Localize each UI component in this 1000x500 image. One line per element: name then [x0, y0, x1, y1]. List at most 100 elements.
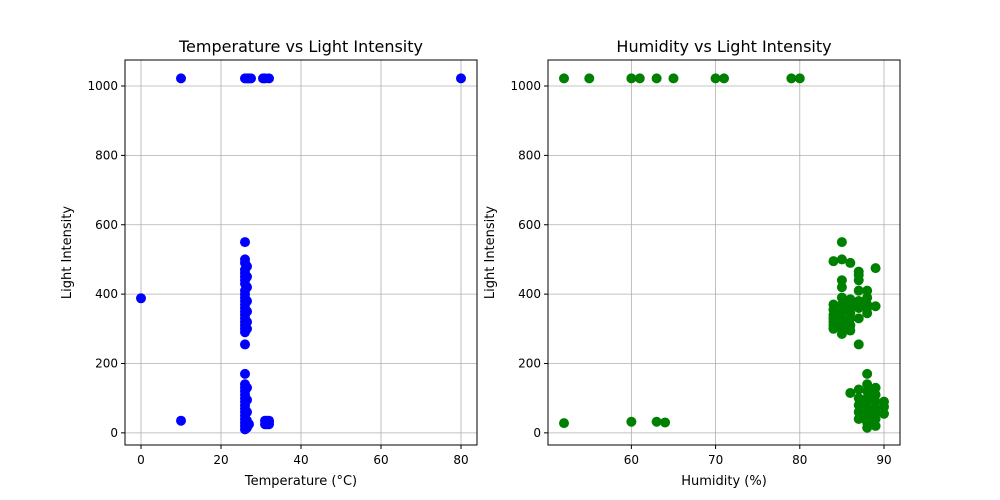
scatter-point [242, 407, 252, 418]
scatter-point [242, 261, 252, 272]
x-tick-label: 60 [373, 453, 388, 467]
plot-frame [547, 59, 901, 446]
scatter-point [853, 296, 864, 307]
scatter-point [264, 73, 274, 84]
scatter-point [853, 285, 864, 296]
scatter-point [456, 73, 466, 84]
scatter-point [870, 301, 881, 312]
y-tick-label: 1000 [510, 79, 541, 93]
scatter-point [651, 416, 662, 427]
x-tick-label: 70 [708, 453, 723, 467]
scatter-point [242, 382, 252, 393]
scatter-point [626, 73, 637, 84]
scatter-point [836, 275, 847, 286]
x-tick-label: 80 [792, 453, 807, 467]
scatter-point [845, 313, 856, 324]
scatter-point [853, 302, 864, 313]
y-tick-label: 0 [110, 426, 118, 440]
scatter-point [242, 296, 252, 307]
scatter-point [853, 275, 864, 286]
scatter-point [242, 306, 252, 317]
scatter-point [870, 263, 881, 274]
scatter-point [786, 73, 797, 84]
scatter-point [879, 401, 889, 412]
temp-x-axis-label: Temperature (°C) [244, 474, 357, 489]
x-tick-label: 0 [137, 453, 145, 467]
scatter-point [836, 306, 847, 317]
temp-y-axis-label: Light Intensity [60, 206, 75, 299]
scatter-point [853, 407, 864, 418]
x-tick-label: 80 [453, 453, 468, 467]
y-tick-label: 600 [95, 218, 118, 232]
scatter-point [862, 422, 873, 433]
scatter-point [836, 237, 847, 248]
scatter-point [136, 293, 146, 304]
scatter-point [853, 400, 864, 411]
scatter-point [651, 73, 662, 84]
scatter-point [870, 420, 881, 431]
scatter-point [668, 73, 679, 84]
scatter-point [828, 256, 839, 267]
scatter-point [845, 387, 856, 398]
y-tick-label: 200 [95, 356, 118, 370]
scatter-point [862, 308, 873, 319]
scatter-point [836, 316, 847, 327]
scatter-point [794, 73, 805, 84]
scatter-point [242, 282, 252, 293]
scatter-series [559, 73, 889, 433]
scatter-point [836, 292, 847, 303]
scatter-point [862, 379, 873, 390]
scatter-point [845, 325, 856, 336]
scatter-point [242, 323, 252, 334]
scatter-point [660, 417, 671, 428]
scatter-point [879, 408, 889, 419]
scatter-point [862, 386, 873, 397]
scatter-point [836, 254, 847, 265]
y-tick-label: 400 [518, 287, 541, 301]
scatter-point [240, 237, 250, 248]
scatter-point [176, 415, 186, 426]
scatter-point [242, 271, 252, 282]
scatter-point [870, 413, 881, 424]
scatter-point [870, 396, 881, 407]
scatter-point [240, 339, 250, 350]
scatter-point [853, 339, 864, 350]
scatter-point [853, 313, 864, 324]
y-tick-label: 200 [518, 356, 541, 370]
y-tick-label: 0 [533, 426, 541, 440]
x-tick-label: 20 [213, 453, 228, 467]
scatter-point [845, 257, 856, 268]
scatter-point [626, 416, 637, 427]
scatter-point [710, 73, 721, 84]
scatter-point [264, 417, 274, 428]
y-tick-label: 1000 [87, 79, 118, 93]
scatter-point [240, 368, 250, 379]
x-tick-label: 90 [876, 453, 891, 467]
y-tick-label: 400 [95, 287, 118, 301]
scatter-point [244, 419, 254, 430]
y-tick-label: 600 [518, 218, 541, 232]
scatter-point [862, 285, 873, 296]
humidity-x-axis-label: Humidity (%) [681, 474, 767, 489]
scatter-point [853, 413, 864, 424]
humidity-y-axis-label: Light Intensity [483, 206, 498, 299]
scatter-point [176, 73, 186, 84]
scatter-point [853, 384, 864, 395]
x-tick-label: 40 [293, 453, 308, 467]
scatter-point [836, 329, 847, 340]
scatter-point [836, 282, 847, 293]
panel-humidity: 60 70 80 90 0 200 400 600 800 1000 Humidity vs Lig… [483, 37, 901, 489]
scatter-point [870, 389, 881, 400]
y-tick-label: 800 [95, 148, 118, 162]
scatter-point [584, 73, 595, 84]
scatter-point [242, 316, 252, 327]
humidity-chart-title: Humidity vs Light Intensity [616, 37, 831, 56]
scatter-point [870, 382, 881, 393]
x-tick-label: 60 [624, 453, 639, 467]
scatter-point [559, 418, 569, 429]
scatter-point [246, 73, 256, 84]
scatter-point [559, 73, 569, 84]
scatter-point [862, 368, 873, 379]
